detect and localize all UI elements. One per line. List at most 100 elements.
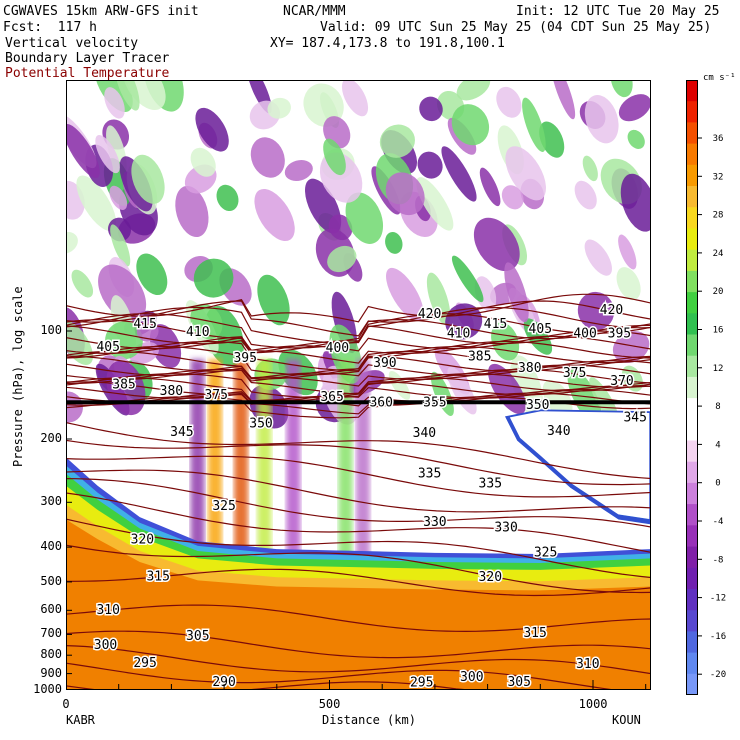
velocity-cell [95,80,133,113]
organization-label: NCAR/MMM [283,4,346,19]
colorbar-swatch [686,610,698,632]
velocity-cell [195,107,229,152]
colorbar-swatch [686,631,698,654]
theta-contour-label: 315 [523,626,546,641]
velocity-cell [98,264,147,322]
theta-contour-label: 405 [529,322,552,337]
velocity-cell [496,86,522,118]
colorbar-swatch [686,398,698,420]
y-tick-label: 500 [40,573,62,588]
y-tick-label: 100 [40,322,62,337]
theta-contour-label: 320 [131,532,154,547]
colorbar-swatch [686,376,698,399]
colorbar-tick-label: -12 [710,594,726,604]
colorbar-swatch [686,589,698,611]
velocity-cell [323,138,346,176]
velocity-cell [522,97,546,152]
forecast-hour: Fcst: 117 h [3,20,97,35]
y-axis-title: Pressure (hPa), log scale [11,286,25,467]
theta-contour-line [66,335,651,364]
updraft-plume [338,359,353,566]
theta-contour-label: 295 [133,656,156,671]
colorbar-swatch [686,207,698,229]
theta-contour-line [66,300,651,337]
velocity-cell [71,269,94,298]
tracer-blob-core [509,411,650,519]
theta-contour-label: 310 [96,603,119,618]
velocity-cell [385,172,425,216]
theta-contour-line [66,492,651,553]
colorbar-units: cm s⁻¹ [703,73,736,83]
cross-section-svg: 420 420 415 415 410 410 405 405 400 400 395 395 390 3… [66,80,651,690]
velocity-cell [190,147,216,177]
colorbar-swatch [686,249,698,272]
theta-contour-label: 405 [96,340,119,355]
velocity-cell [417,151,443,179]
x-tick-label: 500 [318,697,341,711]
y-tick-label: 1000 [33,682,62,696]
theta-contour-line [66,364,651,387]
velocity-cell [627,129,645,149]
velocity-cell [379,124,415,158]
theta-contour-label: 385 [468,349,491,364]
theta-contour-label: 355 [423,395,446,410]
theta-contour-label: 300 [460,670,483,685]
theta-contour-labels: 420 420 415 415 410 410 405 405 400 400 395 395 390 3… [92,302,648,690]
colorbar-swatch [686,143,698,166]
velocity-cell [577,291,615,330]
theta-contour-label: 420 [418,307,441,322]
theta-contour-label: 375 [563,366,586,381]
velocity-cell [109,185,128,210]
boundary-layer-tracer-fill [66,409,651,690]
y-tick-label: 700 [40,626,62,641]
velocity-cell [419,96,443,122]
theta-contour-label: 360 [369,395,392,410]
cross-section-plot: 420 420 415 415 410 410 405 405 400 400 395 395 390 3… [66,80,651,690]
velocity-cell [131,154,165,204]
velocity-cell [620,173,651,232]
x-end-station: KOUN [612,713,641,727]
x-start-station: KABR [66,713,95,727]
velocity-cell [584,239,612,276]
theta-contour-label: 300 [94,638,117,653]
velocity-cell [441,146,477,202]
colorbar-swatch [686,101,698,123]
x-tick-label: 0 [62,697,70,711]
velocity-cell [582,155,598,182]
theta-contour-line [66,455,651,498]
colorbar-swatch [686,80,698,102]
init-time: Init: 12 UTC Tue 20 May 25 [516,4,720,19]
theta-contour-label: 415 [133,317,156,332]
theta-contour-line [66,604,651,633]
valid-time: Valid: 09 UTC Sun 25 May 25 (04 CDT Sun … [320,20,712,35]
velocity-cell [445,303,483,340]
theta-contour-label: 380 [160,384,183,399]
velocity-cell [612,331,650,363]
cross-section-endpoints: XY= 187.4,173.8 to 191.8,100.1 [270,36,505,51]
velocity-cell [267,97,291,119]
y-tick-label: 900 [40,665,62,680]
updraft-plume [286,359,301,566]
velocity-cell [114,80,140,111]
velocity-cell [385,231,403,254]
velocity-cell [479,167,501,207]
theta-contour-label: 310 [576,657,599,672]
x-tick-label: 1000 [578,697,608,711]
theta-contour-line [66,293,651,323]
potential-temperature-contours [66,293,651,690]
theta-contour-line [66,439,651,486]
velocity-cell [76,175,117,232]
theta-contour-label: 385 [112,377,135,392]
velocity-cell [430,371,454,416]
y-tick-label: 300 [40,494,62,509]
theta-contour-label: 350 [526,398,549,413]
theta-contour-label: 320 [479,570,502,585]
velocity-cell [501,185,524,210]
velocity-cell [451,255,484,303]
colorbar: 36 32 28 24 20 16 12 8 4 0 -4 -8 -12 -16 -20 [686,80,736,699]
field-vertical-velocity: Vertical velocity [5,36,139,51]
velocity-cell [574,180,597,210]
y-tick-label: 800 [40,647,62,662]
theta-contour-label: 325 [534,546,557,561]
colorbar-tick-label: 16 [713,326,724,336]
